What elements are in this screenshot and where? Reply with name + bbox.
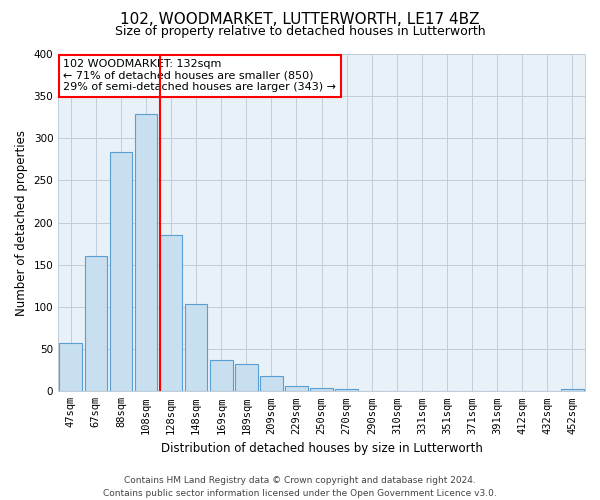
Bar (110, 152, 132, 392)
Text: Size of property relative to detached houses in Lutterworth: Size of property relative to detached ho… (115, 25, 485, 38)
Bar (134, 114, 157, 392)
Text: Contains HM Land Registry data © Crown copyright and database right 2024.
Contai: Contains HM Land Registry data © Crown c… (103, 476, 497, 498)
Bar (561, 389, 584, 392)
Bar (85, 256, 107, 392)
X-axis label: Distribution of detached houses by size in Lutterworth: Distribution of detached houses by size … (161, 442, 482, 455)
Bar (59, 343, 82, 392)
Bar (335, 389, 358, 392)
Bar (260, 376, 283, 392)
Y-axis label: Number of detached properties: Number of detached properties (15, 130, 28, 316)
Bar (210, 360, 233, 392)
Text: 102 WOODMARKET: 132sqm
← 71% of detached houses are smaller (850)
29% of semi-de: 102 WOODMARKET: 132sqm ← 71% of detached… (64, 59, 337, 92)
Bar (310, 388, 333, 392)
Bar (285, 386, 308, 392)
Bar (160, 236, 182, 392)
Bar (185, 304, 208, 392)
Text: 102, WOODMARKET, LUTTERWORTH, LE17 4BZ: 102, WOODMARKET, LUTTERWORTH, LE17 4BZ (120, 12, 480, 28)
Bar (235, 364, 257, 392)
